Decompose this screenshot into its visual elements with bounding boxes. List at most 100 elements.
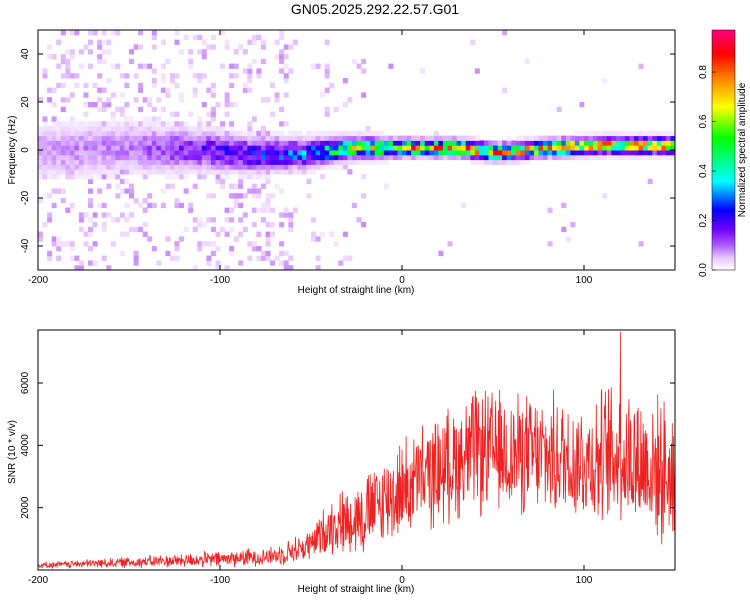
spectrogram-cell [342,164,348,170]
spectrogram-cell [101,145,107,151]
spectrogram-cell [256,255,262,261]
spectrogram-cell [561,154,567,161]
spectrogram-cell [260,207,266,213]
spectrogram-cell [520,145,526,151]
spectrogram-cell [133,198,139,204]
spectrogram-cell [101,102,107,108]
spectrogram-cell [251,39,257,45]
spectrogram-cell [78,126,84,132]
spectrogram-cell [288,169,294,175]
spectrogram-cell [279,34,285,41]
spectrogram-cell [279,58,285,65]
spectrogram-cell [379,135,385,141]
spectrogram-cell [465,154,471,161]
spectrogram-cell [329,130,335,137]
spectrogram-cell [670,130,675,137]
spectrogram-cell [60,164,66,170]
spectrogram-cell [151,246,157,252]
spectrogram-cell [388,63,394,69]
snr-series-line [38,331,675,570]
spectrogram-cell [156,169,162,175]
spectrogram-cell [320,231,326,237]
spectrogram-cell [306,193,312,199]
spectrogram-cell [156,97,162,103]
spectrogram-cell [229,226,235,233]
spectrogram-cell [51,150,57,156]
spectrogram-cell [638,130,644,137]
spectrogram-cell [124,116,130,122]
spectrogram-cell [156,150,162,156]
spectrogram-cell [88,246,93,252]
spectrogram-cell [101,150,107,156]
spectrogram-cell [129,183,134,189]
spectrogram-cell [602,140,608,146]
spectrogram-cell [515,159,521,165]
spectrogram-cell [220,226,225,233]
spectrogram-cell [301,154,307,161]
spectrogram-cell [292,207,298,213]
spectrogram-cell [88,154,93,161]
spectrogram-cell [311,217,316,223]
spectrogram-cell [283,145,289,151]
spectrogram-cell [47,145,53,151]
spectrogram-cell [83,126,89,132]
spectrogram-cell [83,92,89,98]
spectrogram-cell [361,140,367,146]
spectrogram-cell [333,106,339,113]
spectrogram-cell [283,150,289,156]
spectrogram-cell [151,82,157,89]
spectrogram-cell [474,68,480,74]
spectrogram-cell [197,217,203,223]
spectrogram-cell [283,121,289,127]
spectrogram-cell [547,150,553,156]
spectrogram-cell [238,260,244,266]
spectrogram-cell [165,164,171,170]
spectrogram-cell [465,135,471,141]
spectrogram-cell [456,140,462,146]
spectrogram-cell [88,150,93,156]
spectrogram-cell [279,250,285,257]
spectrogram-cell [183,159,189,165]
spectrogram-cell [188,140,194,146]
spectrogram-cell [224,140,230,146]
spectrogram-cell [515,140,521,146]
spectrogram-cell [479,140,485,146]
spectrogram-cell [538,145,544,151]
spectrogram-cell [656,135,662,141]
spectrogram-cell [47,193,53,199]
spectrogram-cell [670,154,675,161]
spectrogram-cell [133,159,139,165]
spectrogram-cell [233,154,239,161]
spectrogram-cell [415,140,421,146]
spectrogram-cell [88,217,93,223]
spectrogram-cell [274,183,280,189]
spectrogram-cell [283,140,289,146]
spectrogram-cell [433,140,439,146]
spectrogram-cell [283,54,289,60]
spectrogram-cell [170,78,175,84]
spectrogram-cell [88,130,93,137]
spectrogram-cell [42,154,48,161]
spectrogram-cell [415,154,421,161]
spectrogram-cell [665,150,671,156]
spectrogram-cell [570,135,576,141]
spectrogram-cell [74,154,80,161]
spectrogram-cell [388,154,394,161]
spectrogram-cell [629,150,635,156]
spectrogram-cell [447,241,453,247]
spectrogram-cell [288,212,294,218]
spectrogram-cell [174,159,180,165]
spectrogram-cell [247,135,253,141]
spectrogram-cell [174,82,180,89]
spectrogram-cell [315,265,321,270]
spectrogram-cell [56,150,62,156]
spectrogram-cell [133,255,139,261]
spectrogram-cell [370,135,376,141]
spectrogram-cell [201,130,207,137]
spectrogram-cell [656,154,662,161]
spectrogram-cell [197,135,203,141]
spectrogram-cell [420,140,426,146]
spectrogram-cell [160,135,166,141]
spectrogram-cell [133,169,139,175]
spectrogram-cell [129,121,134,127]
